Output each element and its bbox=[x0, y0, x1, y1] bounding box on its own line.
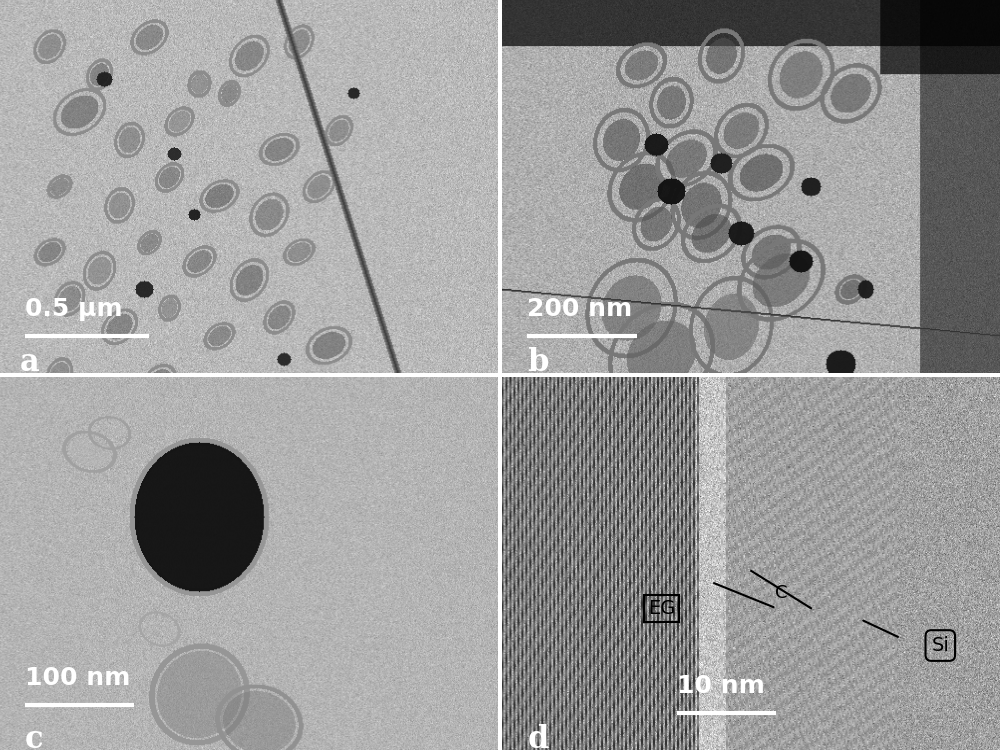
Text: EG: EG bbox=[648, 598, 675, 618]
Text: C: C bbox=[775, 584, 787, 602]
Text: b: b bbox=[527, 347, 549, 378]
Text: c: c bbox=[25, 724, 44, 750]
Text: 100 nm: 100 nm bbox=[25, 666, 130, 690]
Text: a: a bbox=[20, 347, 40, 378]
Text: d: d bbox=[527, 724, 549, 750]
Text: 200 nm: 200 nm bbox=[527, 297, 633, 321]
Text: 10 nm: 10 nm bbox=[677, 674, 764, 698]
Text: Si: Si bbox=[931, 636, 949, 655]
Text: 0.5 μm: 0.5 μm bbox=[25, 297, 123, 321]
